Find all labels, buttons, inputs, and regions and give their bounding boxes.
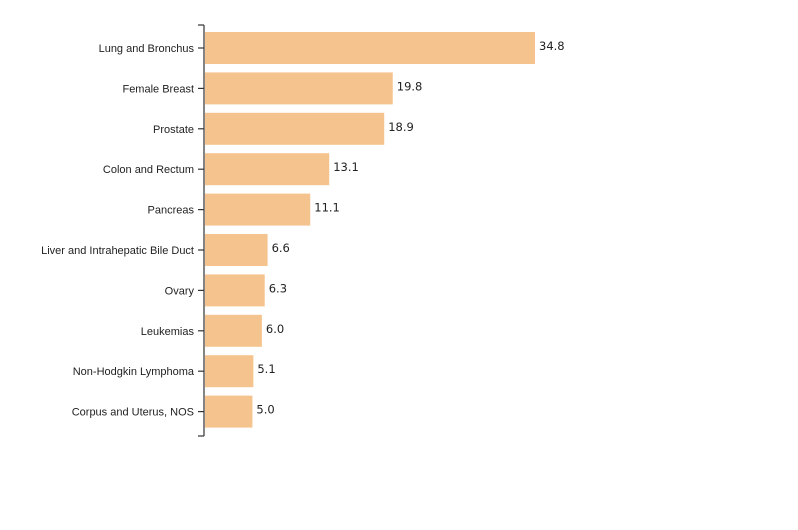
category-label: Leukemias: [141, 326, 195, 338]
bar: [205, 234, 268, 266]
value-label: 5.0: [256, 403, 274, 417]
bar: [205, 355, 254, 388]
value-label: 18.9: [388, 120, 414, 134]
bars-group: Lung and Bronchus 34.8 Female Breast 19.8 Pr…: [41, 32, 565, 428]
bar: [205, 274, 265, 307]
bar: [205, 32, 535, 64]
value-label: 6.6: [272, 241, 290, 255]
category-label: Ovary: [165, 285, 195, 297]
category-label: Liver and Intrahepatic Bile Duct: [41, 245, 194, 257]
value-label: 34.8: [539, 39, 565, 53]
value-label: 13.1: [333, 160, 359, 174]
category-label: Non-Hodgkin Lymphoma: [73, 366, 195, 378]
category-label: Corpus and Uterus, NOS: [72, 407, 194, 419]
bar: [205, 314, 262, 347]
value-label: 19.8: [397, 79, 423, 93]
value-label: 5.1: [257, 362, 275, 376]
category-label: Prostate: [153, 124, 194, 136]
bar: [205, 72, 393, 105]
bar: [205, 193, 311, 226]
bar: [205, 112, 385, 145]
category-label: Colon and Rectum: [103, 164, 194, 176]
bar: [205, 395, 253, 428]
category-label: Pancreas: [148, 205, 195, 217]
value-label: 6.3: [269, 281, 287, 295]
category-label: Female Breast: [122, 83, 194, 95]
value-label: 11.1: [314, 201, 340, 215]
value-label: 6.0: [266, 322, 284, 336]
bar: [205, 153, 330, 186]
category-label: Lung and Bronchus: [99, 43, 195, 55]
